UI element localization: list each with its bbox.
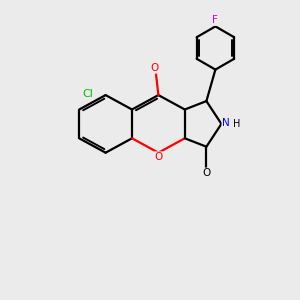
Text: H: H [233, 119, 241, 130]
Text: O: O [202, 168, 211, 178]
Text: F: F [212, 15, 218, 26]
Text: O: O [151, 63, 159, 73]
Text: O: O [154, 152, 163, 162]
Text: Cl: Cl [83, 88, 94, 99]
Text: N: N [222, 118, 230, 128]
